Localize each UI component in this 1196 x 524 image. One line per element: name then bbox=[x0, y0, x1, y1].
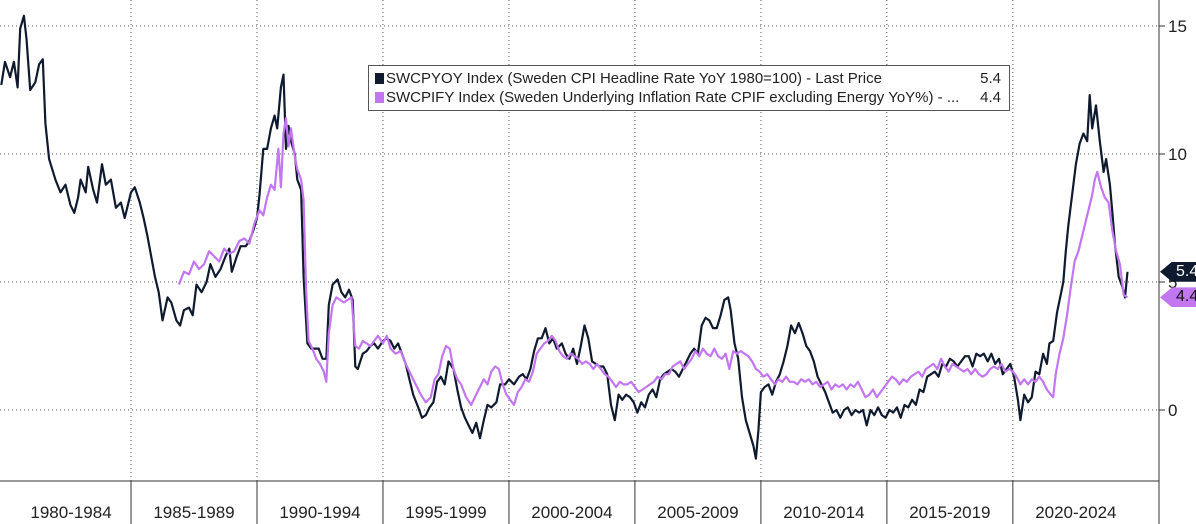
y-tick-label: 0 bbox=[1168, 401, 1177, 420]
legend-value-cpif: 4.4 bbox=[980, 89, 1001, 106]
y-tick-label: 15 bbox=[1168, 17, 1187, 36]
x-tick-label: 1995-1999 bbox=[405, 503, 486, 522]
y-tick-label: 10 bbox=[1168, 145, 1187, 164]
x-tick-label: 2005-2009 bbox=[657, 503, 738, 522]
legend-entry-cpif: SWCPIFY Index (Sweden Underlying Inflati… bbox=[375, 88, 1001, 108]
series-line-cpi bbox=[0, 14, 1129, 460]
x-tick-label: 1990-1994 bbox=[279, 503, 360, 522]
legend-entry-cpi: SWCPYOY Index (Sweden CPI Headline Rate … bbox=[375, 69, 1001, 89]
legend-label-cpif: SWCPIFY Index (Sweden Underlying Inflati… bbox=[386, 89, 960, 106]
x-tick-label: 2015-2019 bbox=[909, 503, 990, 522]
series-line-cpif bbox=[177, 117, 1129, 406]
legend-label-cpi: SWCPYOY Index (Sweden CPI Headline Rate … bbox=[386, 70, 882, 87]
x-tick-label: 2000-2004 bbox=[531, 503, 612, 522]
last-value-tag-cpif: 4.4 bbox=[1160, 287, 1196, 308]
x-tick-label: 1980-1984 bbox=[30, 503, 111, 522]
y-tick-label: 5 bbox=[1168, 273, 1177, 292]
legend-swatch-cpif bbox=[375, 92, 384, 103]
last-value-tag-cpi: 5.4 bbox=[1160, 261, 1196, 282]
legend-value-cpi: 5.4 bbox=[980, 70, 1001, 87]
x-tick-label: 2020-2024 bbox=[1035, 503, 1116, 522]
x-tick-label: 2010-2014 bbox=[783, 503, 864, 522]
series-lines bbox=[0, 14, 1129, 460]
legend-swatch-cpi bbox=[375, 73, 384, 84]
x-tick-label: 1985-1989 bbox=[153, 503, 234, 522]
legend: SWCPYOY Index (Sweden CPI Headline Rate … bbox=[368, 65, 1010, 111]
